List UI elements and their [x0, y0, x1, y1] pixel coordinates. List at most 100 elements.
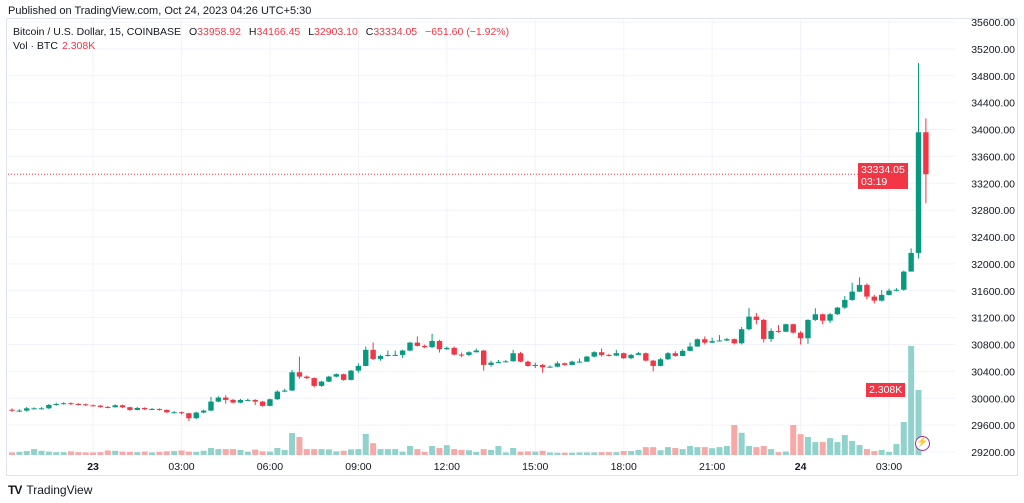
price-axis[interactable]: 35600.00 35200.00 34800.00 34400.00 34000.00…	[971, 17, 1015, 459]
time-tick-label: 18:00	[611, 461, 637, 473]
candle-body	[436, 340, 443, 350]
volume-bar	[642, 447, 649, 455]
volume-bar	[694, 447, 701, 455]
open-value: 33958.92	[197, 26, 241, 38]
volume-bar	[303, 449, 310, 455]
candle-body	[289, 372, 295, 391]
volume-bar	[480, 449, 487, 455]
candle	[245, 398, 251, 401]
candle-body	[584, 356, 590, 362]
candle-body	[805, 319, 811, 339]
volume-bar	[849, 440, 856, 455]
volume-bar	[834, 442, 841, 455]
time-tick-label: 03:00	[168, 461, 194, 473]
candle	[886, 288, 892, 296]
time-tick-label: 03:00	[876, 461, 902, 473]
candle	[296, 356, 303, 379]
time-axis[interactable]: 23 03:00 06:00 09:00 12:00 15:00 18:00 21:00 24 0…	[87, 461, 902, 473]
candle	[458, 352, 465, 358]
candle-body	[554, 363, 561, 367]
candle-body	[83, 404, 89, 406]
candle-body	[901, 271, 907, 290]
candle	[370, 342, 376, 360]
grid	[8, 20, 955, 458]
candle-body	[834, 307, 841, 315]
time-tick-label: 21:00	[699, 461, 725, 473]
candle	[326, 375, 332, 383]
candle	[554, 361, 561, 368]
tradingview-logo-icon: TV	[8, 483, 22, 497]
volume-bar	[650, 447, 657, 455]
volume-bar	[82, 452, 89, 455]
candle-body	[16, 410, 23, 412]
candle	[797, 331, 804, 345]
candle	[24, 406, 30, 412]
candle-body	[24, 408, 30, 411]
volume-bar	[591, 452, 598, 455]
candle-body	[517, 353, 524, 362]
volume-tag: 2.308K	[866, 383, 906, 397]
volume-bar	[701, 447, 708, 455]
candle	[134, 406, 140, 411]
candle-body	[635, 353, 642, 355]
candle	[576, 358, 583, 363]
candle-body	[510, 353, 516, 362]
candle-body	[643, 353, 649, 361]
candle	[267, 398, 273, 407]
candle	[311, 377, 317, 388]
price-tick-label: 31200.00	[971, 313, 1015, 325]
candle	[834, 306, 841, 315]
candle-body	[127, 407, 133, 410]
volume-bar	[252, 449, 259, 455]
volume-bar	[841, 435, 848, 455]
volume-bar	[524, 451, 531, 455]
volume-bar	[149, 452, 156, 455]
volume-bar	[458, 449, 465, 455]
volume-bar	[782, 451, 789, 455]
price-tick-label: 33600.00	[971, 151, 1015, 163]
candle	[702, 336, 708, 345]
volume-bar	[900, 422, 907, 455]
candle-body	[525, 361, 531, 366]
volume-bar	[163, 451, 170, 455]
volume-bar	[723, 445, 730, 455]
volume-bar	[908, 346, 915, 455]
candle-body	[694, 339, 701, 347]
volume-bar	[709, 448, 716, 455]
candle	[893, 288, 900, 292]
volume-bar	[281, 449, 288, 455]
candle	[16, 409, 23, 412]
candle	[510, 349, 516, 362]
volume-bar	[775, 452, 782, 455]
volume-value: 2.308K	[61, 40, 96, 52]
candle	[923, 118, 929, 204]
candle-body	[761, 319, 767, 339]
volume-bar	[370, 443, 377, 455]
candle	[223, 395, 229, 404]
low-value: 32903.10	[314, 26, 358, 38]
candle-body	[657, 359, 664, 366]
candle-body	[392, 354, 398, 356]
lightning-alert-icon[interactable]: ⚡	[915, 436, 930, 451]
volume-bar	[465, 450, 472, 455]
candle	[716, 335, 723, 342]
volume-bar	[657, 450, 664, 455]
candle-body	[451, 347, 457, 355]
candle	[569, 360, 575, 366]
volume-bar	[156, 451, 163, 455]
candle-body	[709, 341, 715, 343]
candle	[259, 400, 266, 407]
time-tick-label: 23	[87, 461, 99, 473]
price-tick-label: 30800.00	[971, 340, 1015, 352]
candle	[53, 402, 59, 406]
candle	[112, 404, 118, 408]
volume-bar	[333, 451, 340, 455]
candle-body	[790, 324, 796, 333]
candle	[878, 290, 885, 302]
candle	[473, 348, 480, 353]
candle-body	[422, 345, 428, 348]
volume-bar	[731, 425, 738, 455]
volume-bar	[97, 452, 104, 455]
volume-bar	[266, 451, 273, 455]
